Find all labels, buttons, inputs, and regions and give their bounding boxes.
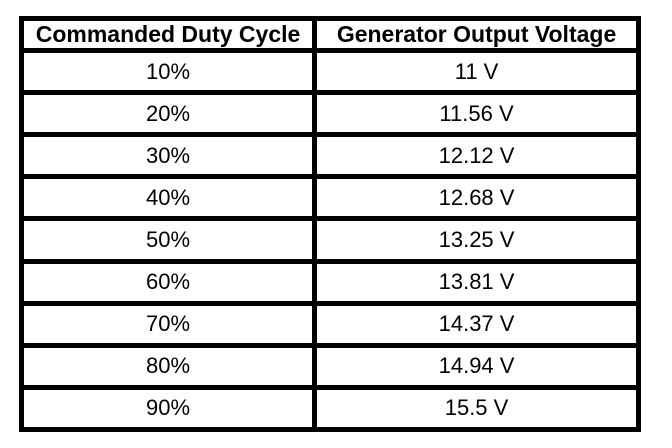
duty-cycle-cell: 20%: [18, 90, 318, 138]
table-row: 30% 12.12 V: [18, 132, 641, 180]
table-row: 60% 13.81 V: [18, 258, 641, 306]
duty-cycle-cell: 60%: [18, 258, 318, 306]
voltage-cell: 11.56 V: [312, 90, 641, 138]
duty-cycle-cell: 90%: [18, 384, 318, 433]
voltage-cell: 13.25 V: [312, 216, 641, 264]
voltage-cell: 15.5 V: [312, 384, 641, 433]
voltage-cell: 12.12 V: [312, 132, 641, 180]
duty-cycle-cell: 30%: [18, 132, 318, 180]
table-body: 10% 11 V 20% 11.56 V 30% 12.12 V 40% 12.…: [18, 47, 641, 433]
duty-cycle-cell: 10%: [18, 47, 318, 96]
table-row: 40% 12.68 V: [18, 174, 641, 222]
duty-cycle-cell: 80%: [18, 342, 318, 390]
table-row: 70% 14.37 V: [18, 300, 641, 348]
voltage-cell: 13.81 V: [312, 258, 641, 306]
voltage-cell: 14.37 V: [312, 300, 641, 348]
table-row: 80% 14.94 V: [18, 342, 641, 390]
duty-cycle-cell: 70%: [18, 300, 318, 348]
column-header-output-voltage: Generator Output Voltage: [312, 16, 641, 53]
column-header-duty-cycle: Commanded Duty Cycle: [18, 16, 318, 53]
voltage-cell: 11 V: [312, 47, 641, 96]
voltage-cell: 14.94 V: [312, 342, 641, 390]
header-row: Commanded Duty Cycle Generator Output Vo…: [18, 16, 641, 53]
duty-cycle-cell: 50%: [18, 216, 318, 264]
voltage-cell: 12.68 V: [312, 174, 641, 222]
table-row: 10% 11 V: [18, 47, 641, 96]
duty-cycle-voltage-table: Commanded Duty Cycle Generator Output Vo…: [18, 16, 641, 433]
table-row: 90% 15.5 V: [18, 384, 641, 433]
duty-cycle-cell: 40%: [18, 174, 318, 222]
table-row: 50% 13.25 V: [18, 216, 641, 264]
table-row: 20% 11.56 V: [18, 90, 641, 138]
